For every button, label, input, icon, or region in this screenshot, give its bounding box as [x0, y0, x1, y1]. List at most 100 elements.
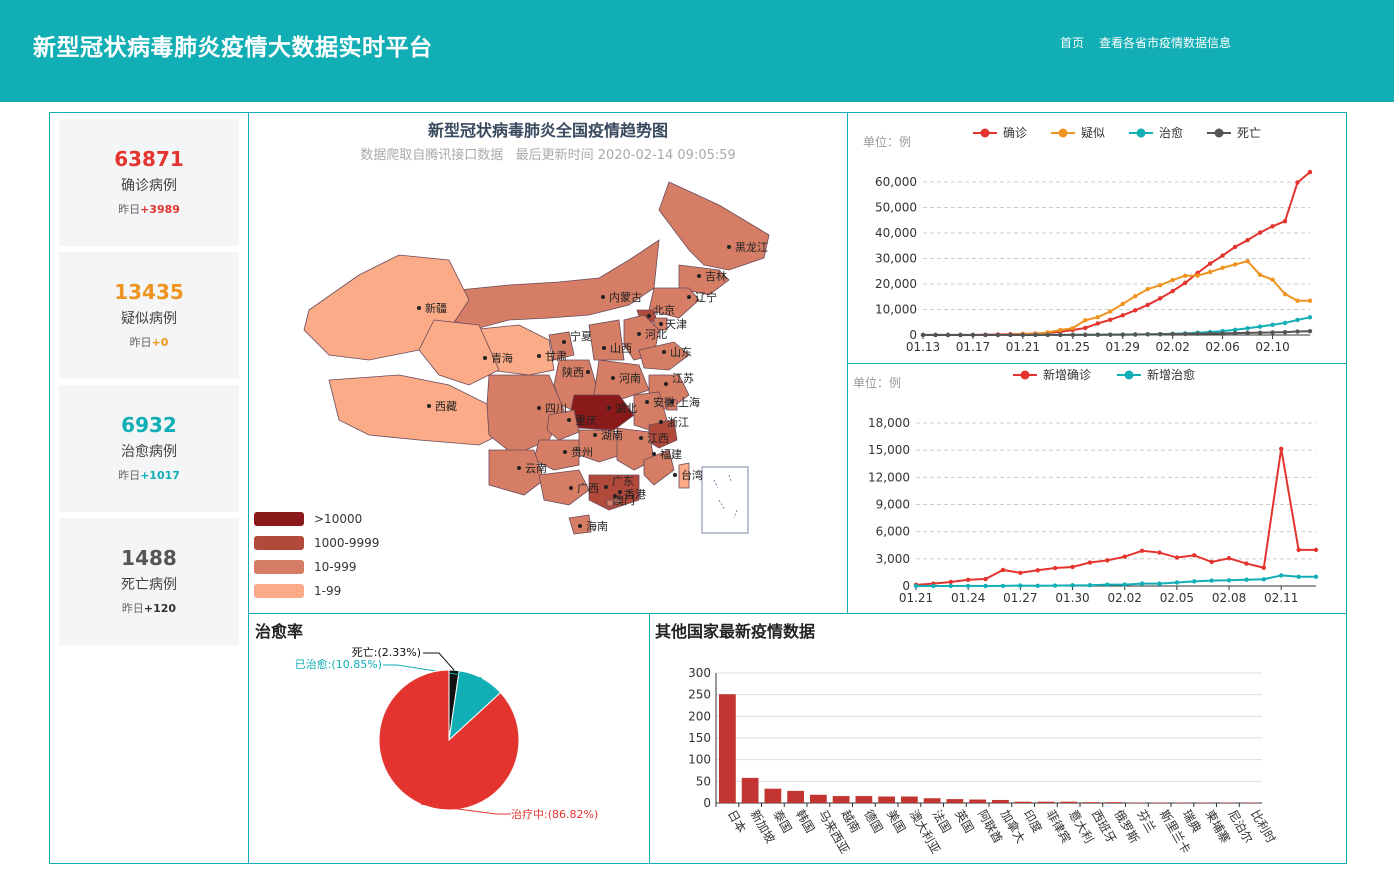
line2-point-0-8 — [1052, 565, 1058, 571]
map-region-29[interactable] — [538, 469, 590, 506]
line1-point-0-13 — [1083, 325, 1088, 331]
map-region-1[interactable] — [678, 264, 730, 296]
map-legend-label-0: >10000 — [314, 512, 362, 526]
line2-x-tick-7: 02.11 — [1264, 591, 1298, 605]
other-countries-title: 其他国家最新疫情数据 — [655, 622, 816, 641]
bar-11[interactable] — [969, 799, 986, 803]
line1-point-0-28 — [1270, 224, 1275, 229]
line2-point-0-2 — [948, 579, 953, 585]
map-region-0[interactable] — [658, 181, 770, 271]
line1-point-1-24 — [1220, 265, 1225, 270]
line1-legend-item-1[interactable]: 疑似 — [1051, 125, 1105, 140]
map-subtitle: 数据爬取自腾讯接口数据 最后更新时间 2020-02-14 09:05:59 — [360, 148, 736, 163]
line1-point-3-2 — [945, 332, 951, 338]
line2-y-tick-2: 6,000 — [876, 525, 910, 539]
line2-legend-item-1[interactable]: 新增治愈 — [1117, 367, 1195, 382]
bar-8[interactable] — [901, 796, 918, 804]
line1-point-1-30 — [1295, 298, 1300, 303]
svg-text:死亡: 死亡 — [1237, 126, 1261, 140]
bar-10[interactable] — [946, 799, 964, 803]
map-legend-swatch-1[interactable] — [254, 536, 304, 550]
bar-2[interactable] — [764, 788, 782, 803]
line1-legend-item-3[interactable]: 死亡 — [1207, 126, 1261, 140]
cured-yesterday: 昨日+1017 — [118, 469, 180, 482]
map-legend-swatch-0[interactable] — [254, 512, 304, 526]
map-region-3[interactable] — [448, 239, 660, 329]
line2-point-1-18 — [1226, 578, 1232, 583]
bar-7[interactable] — [878, 796, 895, 804]
map-region-20[interactable] — [666, 399, 678, 411]
line1-point-1-13 — [1083, 318, 1088, 323]
line1-x-tick-2: 01.21 — [1006, 340, 1040, 354]
line1-legend-item-0[interactable]: 确诊 — [973, 126, 1027, 140]
map-region-30[interactable] — [588, 474, 640, 511]
line1-point-3-1 — [933, 332, 938, 338]
line2-point-0-7 — [1035, 568, 1040, 573]
bar-x-label-0: 日本 — [725, 808, 749, 836]
line1-x-tick-1: 01.17 — [956, 340, 990, 354]
line1-y-tick-4: 40,000 — [875, 226, 917, 240]
bar-3[interactable] — [787, 790, 804, 803]
line1-point-3-16 — [1120, 332, 1125, 337]
map-label-7: 山西 — [610, 342, 632, 355]
line1-point-1-28 — [1270, 277, 1275, 282]
map-region-31[interactable] — [613, 497, 622, 505]
map-legend-swatch-2[interactable] — [254, 560, 304, 574]
line2-y-tick-4: 12,000 — [868, 470, 910, 484]
bar-9[interactable] — [923, 798, 941, 803]
line1-point-3-27 — [1257, 330, 1263, 335]
line1-point-3-12 — [1070, 332, 1076, 338]
map-region-12[interactable] — [418, 319, 500, 386]
line2-point-1-1 — [931, 583, 936, 589]
line1-point-1-27 — [1257, 272, 1263, 278]
bar-14[interactable] — [1037, 801, 1055, 803]
bar-4[interactable] — [810, 794, 827, 803]
map-region-16[interactable] — [328, 374, 500, 446]
line1-point-1-19 — [1157, 282, 1163, 288]
nav-link-home[interactable]: 首页 — [1060, 36, 1085, 50]
bar-16[interactable] — [1083, 802, 1100, 803]
line2-legend-item-0[interactable]: 新增确诊 — [1013, 367, 1091, 382]
map-region-8[interactable] — [638, 341, 690, 371]
map-region-10[interactable] — [548, 331, 575, 361]
map-region-7[interactable] — [588, 319, 625, 361]
map-region-28[interactable] — [678, 462, 690, 489]
line1-legend-item-2[interactable]: 治愈 — [1129, 125, 1183, 140]
line1-point-0-29 — [1282, 218, 1288, 224]
line1-point-3-20 — [1170, 331, 1175, 337]
bar-1[interactable] — [741, 777, 759, 803]
map-label-13: 陕西 — [562, 365, 584, 379]
map-region-32[interactable] — [606, 499, 614, 507]
map-region-21[interactable] — [546, 409, 580, 441]
map-region-17[interactable] — [486, 374, 565, 456]
bar-12[interactable] — [992, 799, 1009, 803]
line2-point-0-4 — [983, 576, 988, 582]
map-region-2[interactable] — [648, 287, 700, 319]
map-legend-swatch-3[interactable] — [254, 584, 304, 598]
bar-5[interactable] — [832, 796, 850, 803]
map-region-26[interactable] — [488, 449, 545, 496]
map-label-11: 甘肃 — [545, 350, 567, 363]
bar-15[interactable] — [1060, 801, 1077, 803]
confirmed-label: 确诊病例 — [121, 178, 177, 194]
line1-point-1-31 — [1307, 298, 1313, 303]
line2-series-line-1 — [915, 574, 1316, 587]
line1-y-tick-2: 20,000 — [875, 277, 917, 291]
nav-link-provinces[interactable]: 查看各省市疫情数据信息 — [1099, 36, 1232, 50]
death-card: 1488 死亡病例 昨日+120 — [59, 518, 239, 645]
line1-point-1-16 — [1120, 301, 1125, 307]
map-label-18: 湖北 — [615, 402, 637, 415]
bar-x-label-3: 韩国 — [793, 807, 818, 835]
bar-13[interactable] — [1014, 801, 1032, 803]
line1-unit-label: 单位：例 — [863, 134, 911, 149]
line1-series-line-3 — [923, 330, 1311, 336]
map-region-27[interactable] — [643, 449, 675, 486]
bar-0[interactable] — [719, 694, 736, 803]
bar-17[interactable] — [1105, 802, 1123, 803]
cure-rate-pie-chart: 死亡:(2.33%)已治愈:(10.85%) 治疗中:(86.82%) — [295, 645, 598, 821]
cure-rate-title: 治愈率 — [255, 622, 304, 641]
line1-point-3-15 — [1108, 332, 1113, 337]
bar-6[interactable] — [855, 796, 873, 803]
line1-point-3-10 — [1045, 332, 1051, 338]
